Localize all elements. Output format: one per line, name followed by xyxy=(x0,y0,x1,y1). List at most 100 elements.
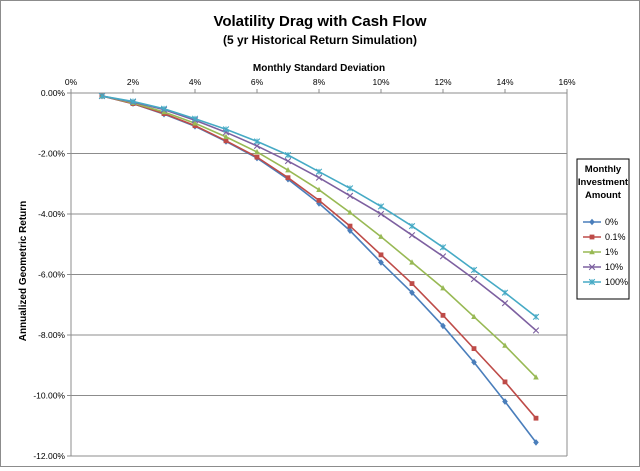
series-1pct xyxy=(99,92,539,380)
data-point xyxy=(316,197,322,203)
x-tick-label: 4% xyxy=(189,77,202,87)
data-point xyxy=(315,174,323,181)
data-point xyxy=(285,167,291,173)
data-point xyxy=(377,210,385,218)
gridlines xyxy=(71,153,567,396)
data-point xyxy=(346,185,354,192)
data-point xyxy=(378,259,384,266)
data-point xyxy=(285,175,291,181)
data-point xyxy=(439,244,447,251)
data-point xyxy=(223,138,229,144)
legend-box xyxy=(576,158,630,300)
data-point xyxy=(589,218,595,226)
x-tick-label: 0% xyxy=(65,77,78,87)
legend: Monthly Investment Amount 0% 0.1% 1% 10% 100% xyxy=(576,158,630,300)
data-point xyxy=(192,123,198,129)
data-point xyxy=(589,248,595,255)
data-point xyxy=(98,92,106,100)
legend-label: 0.1% xyxy=(605,232,626,242)
data-point xyxy=(253,138,261,145)
data-point xyxy=(471,358,477,366)
data-point xyxy=(347,209,353,215)
x-tick-label: 6% xyxy=(251,77,264,87)
data-point xyxy=(439,253,447,260)
x-tick-label: 8% xyxy=(313,77,326,87)
data-point xyxy=(284,151,292,159)
data-point xyxy=(254,148,260,155)
legend-item: 0.1% xyxy=(583,232,626,242)
legend-label: 100% xyxy=(605,277,628,287)
data-point xyxy=(129,98,137,105)
data-point xyxy=(588,278,596,286)
x-axis-title: Monthly Standard Deviation xyxy=(253,63,385,74)
x-tick-label: 10% xyxy=(372,77,389,87)
x-tick-label: 14% xyxy=(496,77,513,87)
y-tick-label: -2.00% xyxy=(38,149,65,159)
data-point xyxy=(316,186,322,192)
series-line xyxy=(101,95,537,419)
x-tick-label: 2% xyxy=(127,77,140,87)
data-point xyxy=(502,379,508,385)
data-point xyxy=(440,322,446,330)
series-group xyxy=(98,92,540,446)
data-point xyxy=(502,342,508,348)
legend-title-line: Investment xyxy=(578,177,629,188)
data-point xyxy=(440,285,446,291)
data-point xyxy=(409,289,415,296)
legend-label: 0% xyxy=(605,217,618,227)
y-tick-label: -12.00% xyxy=(33,451,65,461)
legend-label: 10% xyxy=(605,262,623,272)
data-point xyxy=(533,439,539,446)
data-point xyxy=(315,168,323,175)
data-point xyxy=(470,275,478,283)
x-tick-label: 16% xyxy=(558,77,575,87)
legend-label: 1% xyxy=(605,247,618,257)
data-point xyxy=(378,233,384,239)
series-100pct xyxy=(98,92,540,321)
data-point xyxy=(409,281,415,286)
data-point xyxy=(347,227,353,234)
data-point xyxy=(161,108,167,115)
data-point xyxy=(378,252,384,258)
series-0-1pct xyxy=(99,93,539,421)
legend-title-line: Monthly xyxy=(585,164,622,175)
data-point xyxy=(533,374,539,380)
data-point xyxy=(408,231,416,239)
data-point xyxy=(408,222,416,230)
data-point xyxy=(377,203,385,210)
data-point xyxy=(347,223,353,229)
legend-item: 1% xyxy=(583,247,618,257)
data-point xyxy=(253,142,261,150)
data-point xyxy=(160,105,168,112)
data-point xyxy=(284,157,292,165)
y-tick-label: 0.00% xyxy=(41,88,66,98)
series-line xyxy=(101,95,537,443)
chart-title: Volatility Drag with Cash Flow xyxy=(213,13,426,30)
data-point xyxy=(346,192,354,200)
legend-item: 10% xyxy=(583,262,623,272)
data-point xyxy=(191,115,199,122)
data-point xyxy=(501,289,509,296)
chart-subtitle: (5 yr Historical Return Simulation) xyxy=(223,33,417,47)
data-point xyxy=(502,398,508,405)
y-tick-label: -6.00% xyxy=(38,270,65,280)
series-line xyxy=(101,95,537,332)
data-point xyxy=(532,313,540,321)
data-point xyxy=(533,415,539,421)
y-tick-label: -4.00% xyxy=(38,209,65,219)
data-point xyxy=(501,300,509,307)
data-point xyxy=(409,259,415,265)
legend-item: 100% xyxy=(583,277,628,287)
data-point xyxy=(471,313,477,320)
data-point xyxy=(440,312,446,318)
data-point xyxy=(316,200,322,207)
axes: 0.00% -2.00% -4.00% -6.00% -8.00% -10.00% -12.… xyxy=(33,77,576,461)
data-point xyxy=(470,266,478,274)
legend-title-line: Amount xyxy=(585,190,622,201)
data-point xyxy=(254,154,260,160)
data-point xyxy=(471,346,477,352)
y-axis-title: Annualized Geometric Return xyxy=(18,201,29,342)
data-point xyxy=(223,133,229,140)
